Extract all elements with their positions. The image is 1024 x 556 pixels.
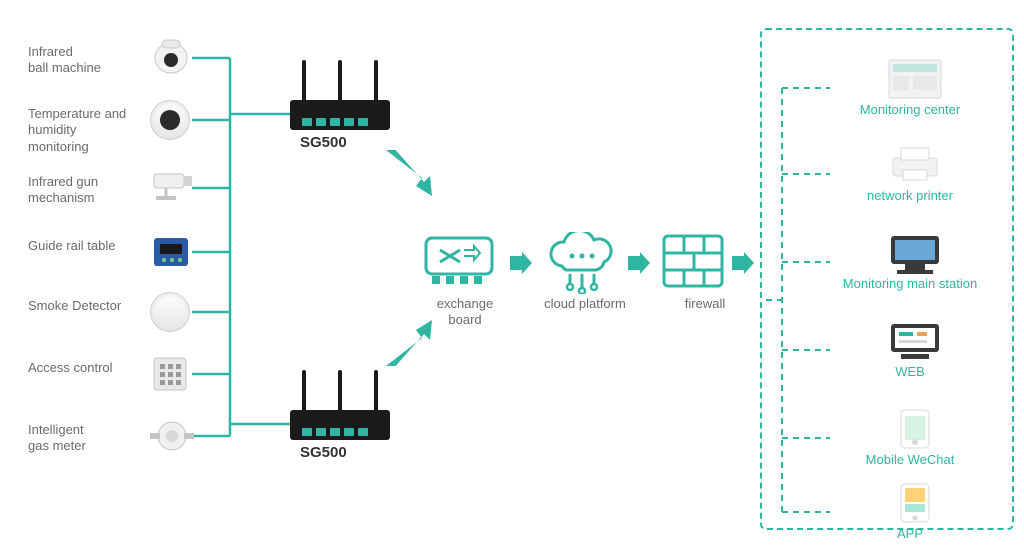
device-label-6: Intelligentgas meter — [28, 422, 148, 455]
output-item-5 — [840, 482, 990, 524]
device-icon-4 — [150, 292, 192, 332]
router-1 — [280, 370, 400, 440]
device-label-2: Infrared gunmechanism — [28, 174, 148, 207]
firewall-icon — [660, 232, 726, 290]
device-label-4: Smoke Detector — [28, 298, 148, 314]
device-label-3: Guide rail table — [28, 238, 148, 254]
output-label-3: WEB — [815, 364, 1005, 380]
output-icon-1 — [887, 144, 943, 186]
output-item-2 — [840, 232, 990, 274]
device-icon-2 — [150, 168, 192, 208]
output-item-4 — [840, 408, 990, 450]
flow-node-cloud — [540, 232, 630, 294]
output-label-5: APP — [815, 526, 1005, 542]
router-0 — [280, 60, 400, 130]
output-icon-4 — [897, 408, 933, 450]
device-icon-1 — [150, 100, 192, 140]
output-label-0: Monitoring center — [815, 102, 1005, 118]
device-icon-3 — [150, 232, 192, 272]
output-label-2: Monitoring main station — [815, 276, 1005, 292]
router-label-0: SG500 — [300, 134, 347, 153]
cloud-platform-icon — [540, 232, 622, 294]
output-icon-2 — [887, 232, 943, 274]
output-label-1: network printer — [815, 188, 1005, 204]
router-label-1: SG500 — [300, 444, 347, 463]
flow-arrow-3 — [732, 252, 754, 274]
device-label-0: Infraredball machine — [28, 44, 148, 77]
output-item-1 — [840, 144, 990, 186]
device-icon-0 — [150, 38, 192, 78]
exchange-board-icon — [420, 232, 498, 290]
device-label-1: Temperature andhumiditymonitoring — [28, 106, 148, 155]
output-icon-0 — [887, 58, 943, 100]
output-icon-3 — [887, 320, 943, 362]
flow-arrow-2 — [628, 252, 650, 274]
output-item-0 — [840, 58, 990, 100]
flow-label-firewall: firewall — [650, 296, 760, 312]
output-item-3 — [840, 320, 990, 362]
flow-label-exchange: exchangeboard — [410, 296, 520, 329]
output-icon-5 — [897, 482, 933, 524]
device-icon-6 — [150, 416, 192, 456]
device-label-5: Access control — [28, 360, 148, 376]
output-label-4: Mobile WeChat — [815, 452, 1005, 468]
arrow-diag-top — [386, 150, 436, 196]
device-icon-5 — [150, 354, 192, 394]
flow-node-exchange — [420, 232, 510, 290]
flow-arrow-1 — [510, 252, 532, 274]
flow-label-cloud: cloud platform — [530, 296, 640, 312]
